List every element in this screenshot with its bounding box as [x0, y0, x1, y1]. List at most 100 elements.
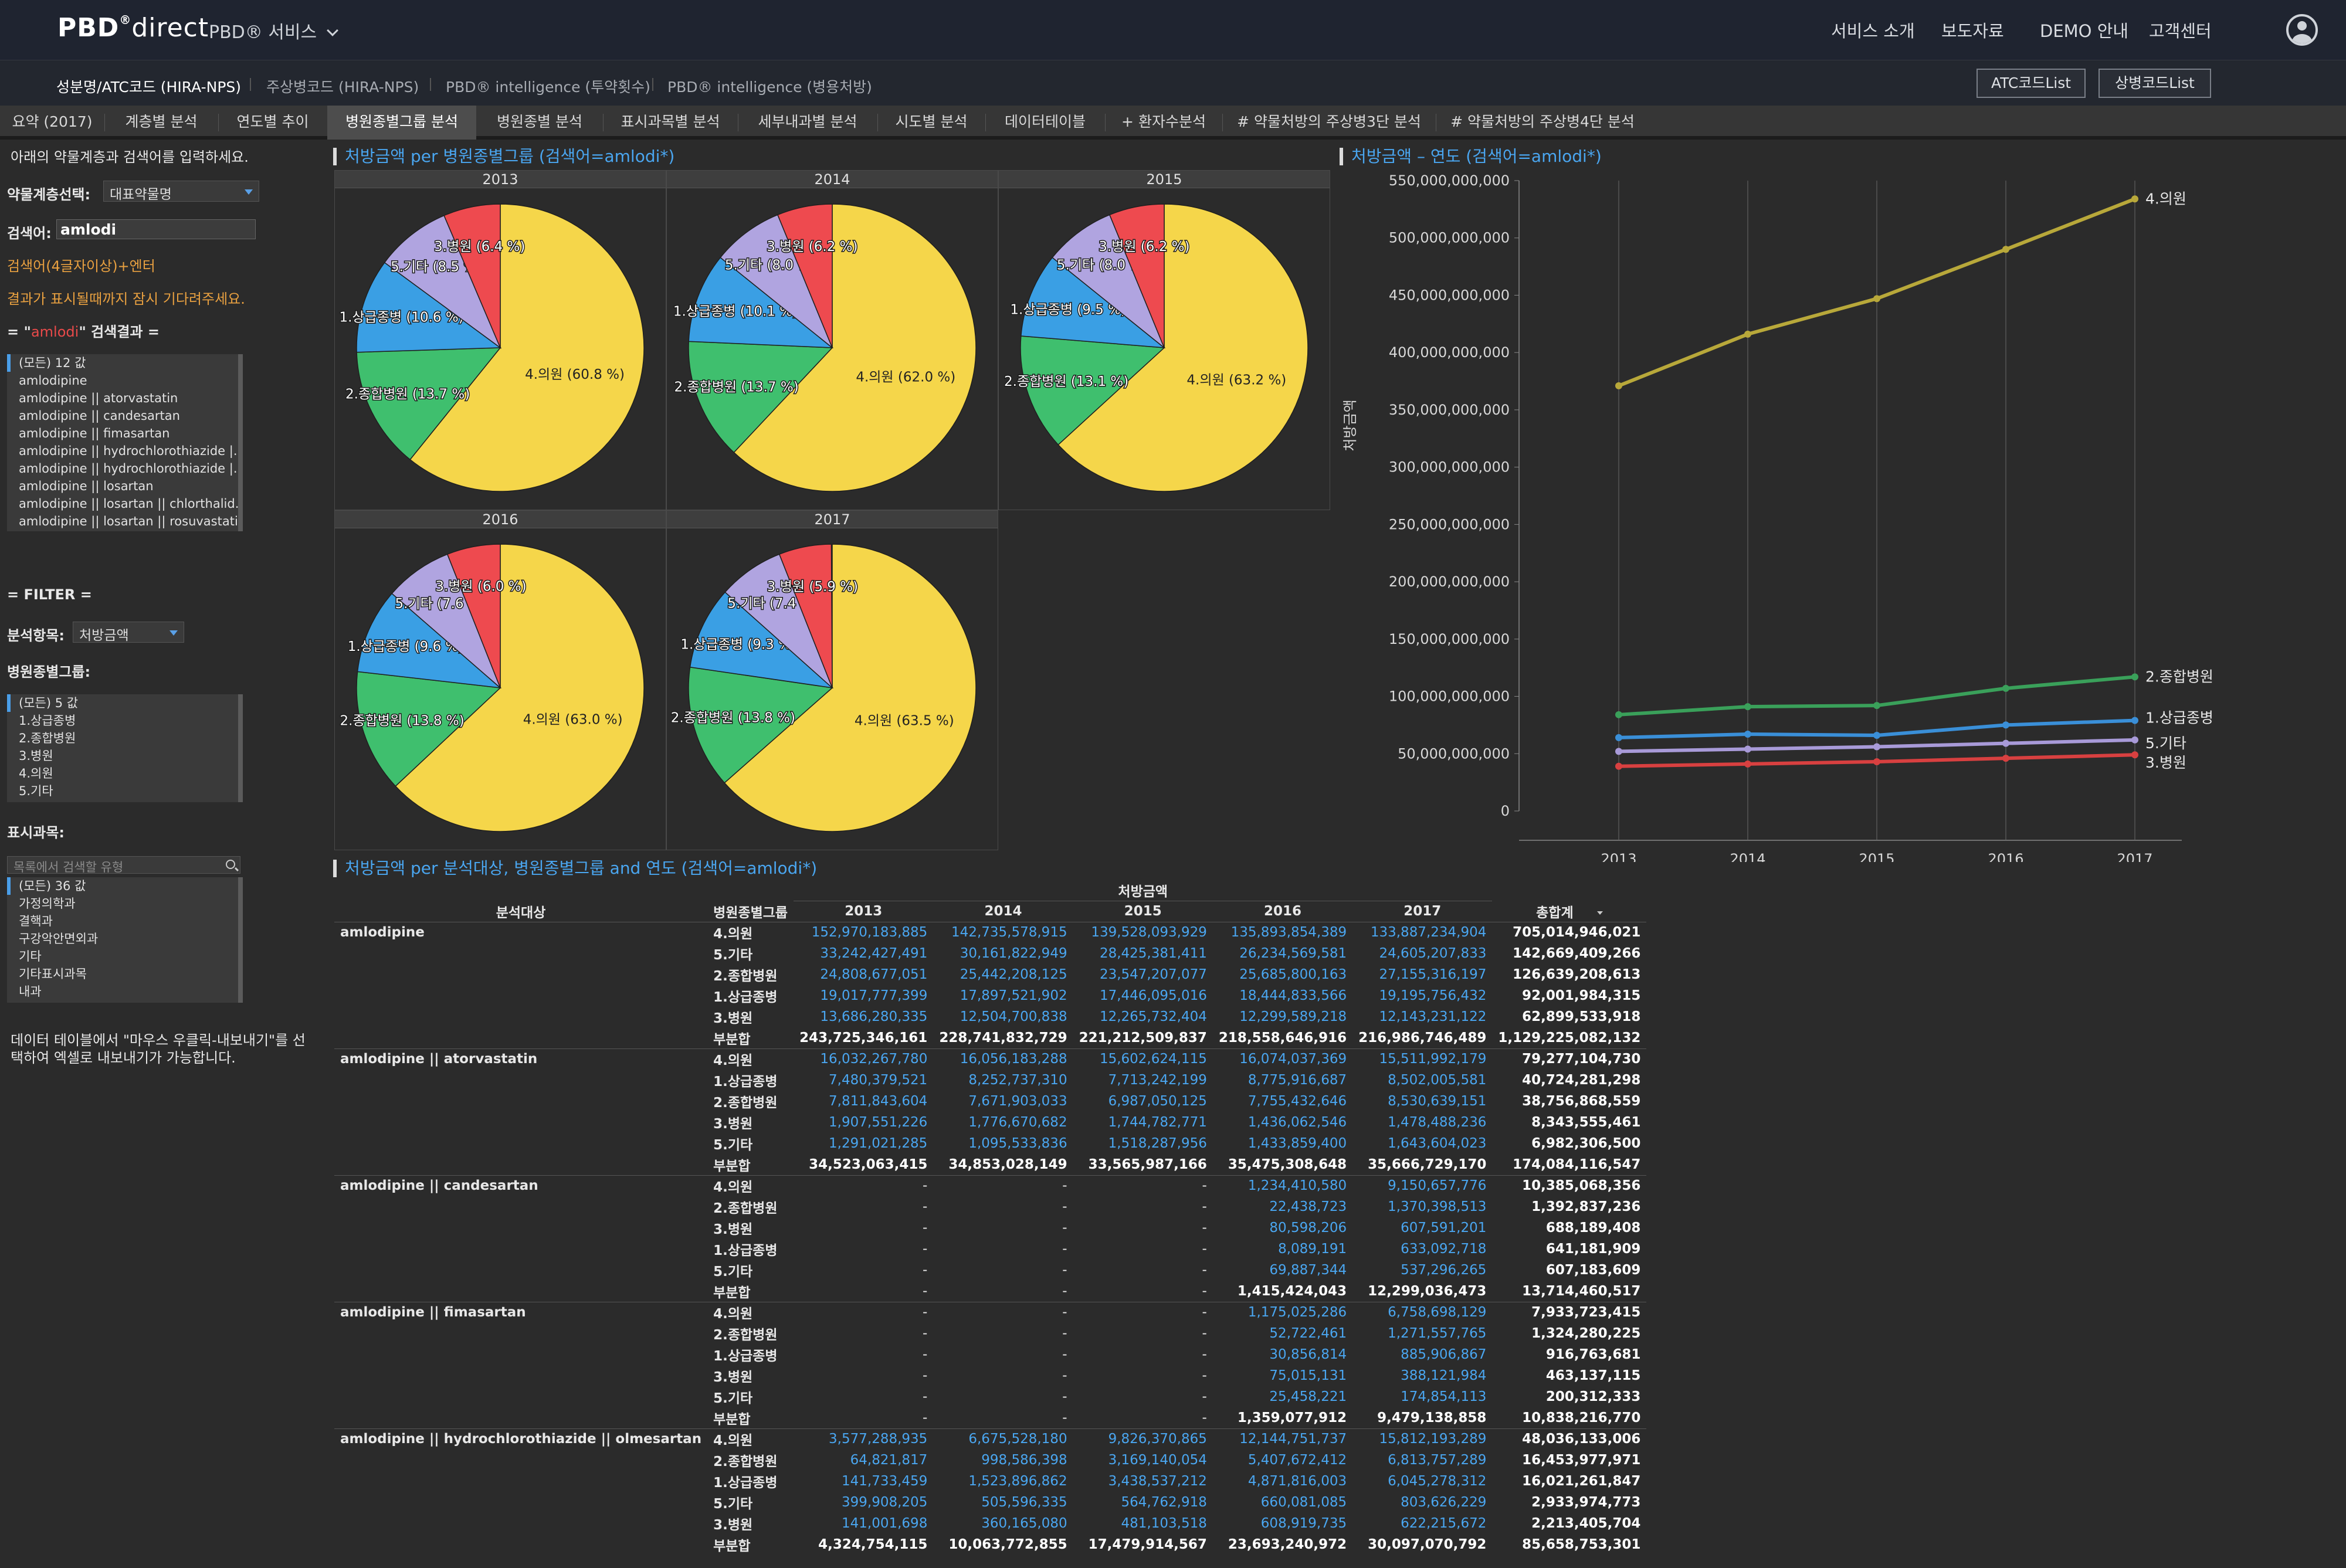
data-point[interactable]	[2002, 246, 2009, 253]
pie-slice[interactable]	[409, 203, 645, 492]
value-cell[interactable]: 5,407,672,412	[1247, 1452, 1347, 1468]
pie-slice[interactable]	[1108, 203, 1165, 348]
nav-demo[interactable]: DEMO 안내	[2040, 21, 2129, 41]
value-cell[interactable]: 24,605,207,833	[1379, 946, 1487, 961]
value-cell[interactable]: 1,478,488,236	[1388, 1115, 1487, 1130]
value-cell[interactable]: 803,626,229	[1401, 1495, 1487, 1510]
pie-slice[interactable]	[1052, 214, 1165, 348]
dept-list[interactable]: (모든) 36 값 가정의학과 결핵과 구강악안면외과 기타 기타표시과목 내과	[7, 877, 243, 1003]
value-cell[interactable]: 6,758,698,129	[1352, 1301, 1493, 1323]
data-point[interactable]	[2002, 684, 2009, 692]
total-cell[interactable]: 7,933,723,415	[1492, 1301, 1647, 1323]
column-header[interactable]: 2013	[794, 901, 934, 922]
value-cell[interactable]: 30,856,814	[1269, 1347, 1347, 1362]
data-point[interactable]	[1873, 702, 1880, 710]
value-cell[interactable]: -	[1062, 1410, 1067, 1426]
value-cell[interactable]: 9,826,370,865	[1073, 1428, 1213, 1450]
value-cell[interactable]: 19,017,777,399	[820, 988, 928, 1003]
value-cell[interactable]: 15,602,624,115	[1073, 1048, 1213, 1070]
value-cell[interactable]: -	[1062, 1283, 1067, 1299]
data-point[interactable]	[2131, 736, 2138, 744]
level-select[interactable]: 대표약물명	[103, 181, 259, 202]
pie-slice[interactable]	[778, 544, 833, 688]
pie-slice[interactable]	[689, 591, 834, 689]
pie-slice[interactable]	[688, 257, 834, 348]
tab-yearly[interactable]: 연도별 추이	[236, 113, 309, 130]
value-cell[interactable]: 7,713,242,199	[1108, 1073, 1207, 1088]
subtab-atc[interactable]: 성분명/ATC코드 (HIRA-NPS)	[56, 79, 242, 96]
value-cell[interactable]: 9,479,138,858	[1377, 1410, 1487, 1426]
value-cell[interactable]: 7,671,903,033	[968, 1094, 1067, 1109]
value-cell[interactable]: -	[933, 1175, 1073, 1196]
data-point[interactable]	[1744, 760, 1751, 768]
total-cell[interactable]: 1,324,280,225	[1531, 1326, 1641, 1341]
value-cell[interactable]: 622,215,672	[1401, 1516, 1487, 1531]
service-menu[interactable]: PBD® 서비스	[209, 18, 338, 43]
tab-region[interactable]: 시도별 분석	[895, 113, 968, 130]
value-cell[interactable]: 1,436,062,546	[1247, 1115, 1347, 1130]
total-cell[interactable]: 10,838,216,770	[1522, 1410, 1641, 1426]
value-cell[interactable]: -	[1202, 1262, 1207, 1278]
value-cell[interactable]: 633,092,718	[1401, 1241, 1487, 1257]
search-icon[interactable]	[226, 860, 235, 869]
value-cell[interactable]: -	[923, 1262, 928, 1278]
subtab-disease[interactable]: 주상병코드 (HIRA-NPS)	[266, 79, 419, 96]
value-cell[interactable]: 135,893,854,389	[1212, 921, 1353, 943]
total-cell[interactable]: 62,899,533,918	[1522, 1009, 1641, 1024]
value-cell[interactable]: -	[923, 1241, 928, 1257]
value-cell[interactable]: 142,735,578,915	[933, 921, 1073, 943]
search-input[interactable]: amlodi	[56, 219, 256, 239]
pie-slice[interactable]	[356, 262, 502, 353]
value-cell[interactable]: 537,296,265	[1401, 1262, 1487, 1278]
value-cell[interactable]: -	[1073, 1301, 1213, 1323]
value-cell[interactable]: -	[1062, 1326, 1067, 1341]
value-cell[interactable]: 3,438,537,212	[1108, 1474, 1207, 1489]
value-cell[interactable]: -	[1062, 1347, 1067, 1362]
list-item[interactable]: amlodipine || atorvastatin	[19, 391, 178, 405]
value-cell[interactable]: -	[1062, 1262, 1067, 1278]
total-cell[interactable]: 38,756,868,559	[1522, 1094, 1641, 1109]
data-point[interactable]	[2131, 751, 2138, 759]
tab-disease-3[interactable]: # 약물처방의 주상병3단 분석	[1237, 113, 1421, 130]
analysis-select[interactable]: 처방금액	[73, 622, 184, 643]
value-cell[interactable]: -	[1202, 1241, 1207, 1257]
total-column-header[interactable]: 총합계	[1492, 901, 1647, 922]
value-cell[interactable]: 15,511,992,179	[1352, 1048, 1493, 1070]
value-cell[interactable]: 221,212,509,837	[1079, 1030, 1207, 1046]
value-cell[interactable]: -	[794, 1175, 934, 1196]
value-cell[interactable]: 998,586,398	[981, 1452, 1067, 1468]
data-point[interactable]	[1615, 748, 1622, 755]
value-cell[interactable]: 23,547,207,077	[1099, 967, 1207, 982]
data-point[interactable]	[1873, 743, 1880, 751]
value-cell[interactable]: 13,686,280,335	[820, 1009, 928, 1024]
pie-slice[interactable]	[1020, 335, 1165, 446]
value-cell[interactable]: 18,444,833,566	[1239, 988, 1347, 1003]
data-point[interactable]	[1744, 731, 1751, 738]
value-cell[interactable]: 481,103,518	[1121, 1516, 1207, 1531]
column-header[interactable]: 2015	[1073, 901, 1213, 922]
hospital-group-list[interactable]: (모든) 5 값 1.상급종병 2.종합병원 3.병원 4.의원 5.기타	[7, 694, 243, 802]
pie-slice[interactable]	[446, 544, 501, 688]
value-cell[interactable]: 27,155,316,197	[1379, 967, 1487, 982]
total-cell[interactable]: 16,021,261,847	[1522, 1474, 1641, 1489]
list-item[interactable]: amlodipine || losartan || chlorthalid...	[19, 497, 238, 511]
value-cell[interactable]: -	[923, 1199, 928, 1214]
value-cell[interactable]: 23,693,240,972	[1228, 1537, 1347, 1552]
value-cell[interactable]: 1,415,424,043	[1237, 1283, 1347, 1299]
total-cell[interactable]: 16,453,977,971	[1522, 1452, 1641, 1468]
total-cell[interactable]: 126,639,208,613	[1513, 967, 1641, 982]
value-cell[interactable]: 16,032,267,780	[794, 1048, 934, 1070]
value-cell[interactable]: 607,591,201	[1401, 1220, 1487, 1236]
pie-slice[interactable]	[733, 203, 977, 492]
value-cell[interactable]: 218,558,646,916	[1218, 1030, 1347, 1046]
pie-slice[interactable]	[777, 203, 833, 348]
value-cell[interactable]: 1,744,782,771	[1108, 1115, 1207, 1130]
value-cell[interactable]: 399,908,205	[842, 1495, 928, 1510]
subtab-intel-combo[interactable]: PBD® intelligence (병용처방)	[667, 79, 872, 96]
value-cell[interactable]: 1,234,410,580	[1212, 1175, 1353, 1196]
data-point[interactable]	[1615, 734, 1622, 741]
total-cell[interactable]: 6,982,306,500	[1531, 1136, 1641, 1151]
total-cell[interactable]: 463,137,115	[1545, 1368, 1641, 1383]
value-cell[interactable]: 24,808,677,051	[820, 967, 928, 982]
list-item[interactable]: amlodipine || fimasartan	[19, 426, 170, 440]
